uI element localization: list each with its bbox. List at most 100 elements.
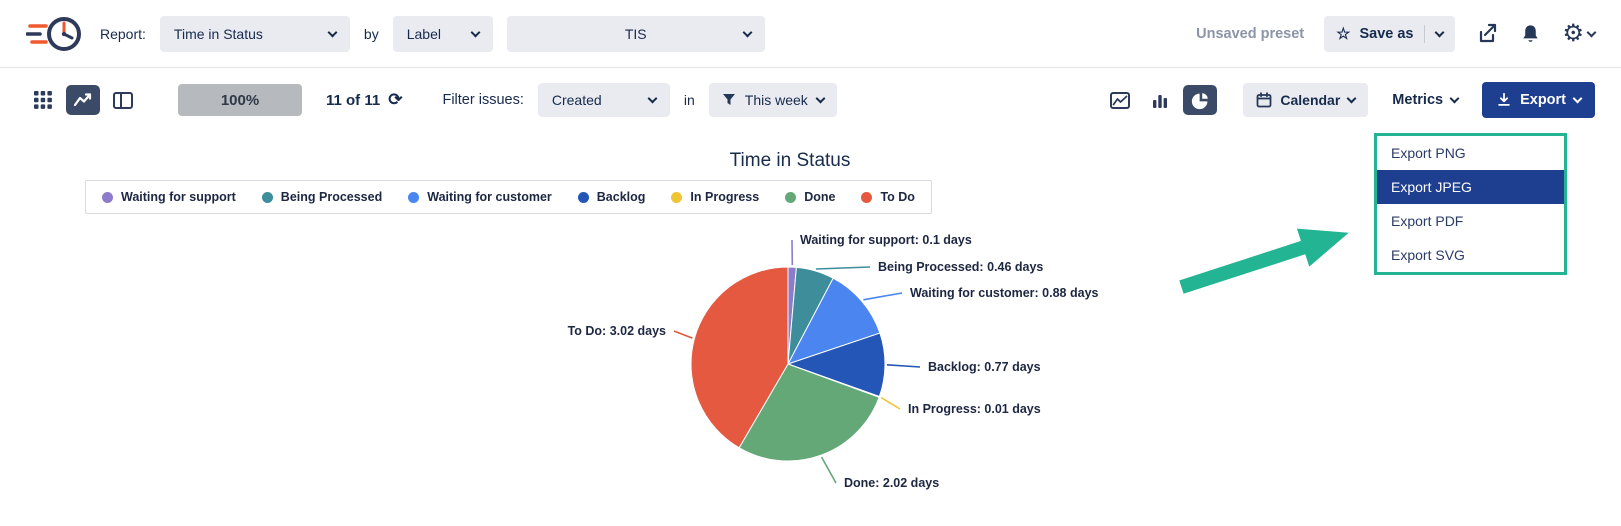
legend-item-in-progress[interactable]: In Progress	[671, 190, 759, 204]
export-label: Export	[1520, 92, 1566, 108]
settings-button[interactable]: ⚙	[1562, 19, 1597, 47]
legend-dot	[577, 191, 589, 203]
chart-title: Time in Status	[729, 150, 851, 171]
legend-item-backlog[interactable]: Backlog	[577, 190, 646, 204]
legend-dot	[785, 191, 797, 203]
pie-slice-waiting-for-customer[interactable]	[786, 277, 881, 365]
project-select-value: TIS	[624, 25, 647, 42]
legend-item-waiting-for-support[interactable]: Waiting for support	[102, 190, 236, 204]
line-chart-icon	[73, 93, 92, 107]
bell-icon	[1523, 24, 1539, 42]
annotation-arrow-icon	[1179, 228, 1349, 294]
pie-chart: Waiting for support: 0.1 days Being Proce…	[568, 233, 1099, 490]
notifications-button[interactable]	[1519, 22, 1542, 46]
pie-leader-line	[815, 266, 871, 270]
date-range-value: This week	[744, 92, 808, 108]
pie-callout-done: Done: 2.02 days	[844, 476, 939, 490]
by-label: by	[363, 25, 379, 42]
pie-chart-icon	[1191, 92, 1208, 109]
zoom-value: 100%	[220, 91, 260, 109]
legend-item-done[interactable]: Done	[785, 190, 835, 204]
pie-leader-line	[673, 330, 693, 339]
legend-item-to-do[interactable]: To Do	[861, 190, 915, 204]
export-button[interactable]: Export	[1482, 82, 1595, 118]
metrics-label: Metrics	[1392, 92, 1444, 108]
export-menu-item-export-svg[interactable]: Export SVG	[1391, 247, 1465, 263]
pie-slice-to-do[interactable]	[690, 266, 789, 449]
legend-label: Done	[804, 190, 836, 204]
legend-dot	[102, 191, 113, 203]
gear-icon: ⚙	[1562, 19, 1584, 47]
chevron-down-icon	[327, 27, 338, 37]
chevron-down-icon[interactable]	[1435, 27, 1445, 37]
in-label: in	[683, 92, 695, 108]
area-chart-icon	[1110, 91, 1131, 109]
calendar-label: Calendar	[1280, 92, 1341, 108]
report-select[interactable]: Time in Status	[159, 15, 350, 52]
date-range-select[interactable]: This week	[708, 83, 837, 117]
header: Report: Time in Status by Label TIS Unsa…	[0, 0, 1621, 68]
save-as-label: Save as	[1359, 25, 1414, 42]
pie-leader-line	[886, 364, 921, 368]
legend-dot	[671, 191, 683, 203]
chevron-down-icon	[742, 27, 753, 37]
bar-chart-type-button[interactable]	[1143, 85, 1177, 115]
chart-legend: Waiting for support Being Processed Waitin…	[85, 180, 932, 214]
share-button[interactable]	[1475, 22, 1499, 46]
report-select-value: Time in Status	[173, 25, 263, 42]
bar-chart-icon	[1153, 95, 1168, 108]
export-menu-item-export-jpeg[interactable]: Export JPEG	[1377, 170, 1564, 204]
area-chart-type-button[interactable]	[1103, 85, 1137, 115]
chevron-down-icon	[470, 27, 481, 37]
calendar-button[interactable]: Calendar	[1243, 83, 1369, 117]
pie-chart-type-button[interactable]	[1183, 85, 1218, 115]
export-menu-item-export-png[interactable]: Export PNG	[1391, 145, 1466, 161]
grid-icon	[34, 91, 52, 109]
toolbar: 100% 11 of 11 ⟳ Filter issues: Created i…	[0, 68, 1621, 132]
chevron-down-icon	[1346, 93, 1357, 104]
pie-leader-line	[880, 396, 901, 410]
pie-callout-backlog: Backlog: 0.77 days	[928, 360, 1041, 374]
legend-label: In Progress	[690, 190, 760, 204]
issue-count: 11 of 11	[326, 91, 381, 109]
app-logo-icon	[26, 16, 81, 51]
chart-view-button[interactable]	[66, 85, 100, 115]
filter-field-select[interactable]: Created	[537, 83, 670, 117]
calendar-icon	[1256, 92, 1272, 108]
chevron-down-icon	[1586, 27, 1597, 37]
legend-dot	[861, 191, 873, 203]
save-as-button[interactable]: ☆ Save as	[1324, 15, 1456, 52]
legend-label: Waiting for support	[121, 190, 236, 204]
legend-dot	[261, 191, 273, 203]
legend-item-waiting-for-customer[interactable]: Waiting for customer	[408, 190, 552, 204]
pie-callout-to-do: To Do: 3.02 days	[568, 324, 666, 338]
metrics-button[interactable]: Metrics	[1380, 83, 1470, 117]
pie-callout-in-progress: In Progress: 0.01 days	[908, 402, 1041, 416]
legend-item-being-processed[interactable]: Being Processed	[261, 190, 383, 204]
group-by-select[interactable]: Label	[392, 15, 493, 52]
group-by-select-value: Label	[406, 25, 441, 42]
zoom-control[interactable]: 100%	[178, 84, 302, 116]
export-menu-item-export-pdf[interactable]: Export PDF	[1391, 213, 1464, 229]
refresh-icon[interactable]: ⟳	[388, 90, 403, 109]
table-view-button[interactable]	[106, 85, 140, 115]
filter-field-value: Created	[551, 92, 602, 108]
button-divider	[1424, 24, 1426, 43]
filter-issues-label: Filter issues:	[442, 92, 524, 108]
legend-label: Backlog	[596, 190, 646, 204]
grid-view-button[interactable]	[26, 85, 60, 115]
share-icon	[1480, 23, 1497, 42]
chevron-down-icon	[1449, 93, 1460, 104]
report-label: Report:	[100, 25, 146, 42]
chart-region: Time in Status Waiting for support Being …	[0, 132, 1621, 526]
chevron-down-icon	[1572, 93, 1583, 104]
legend-label: Being Processed	[280, 190, 383, 204]
project-select[interactable]: TIS	[506, 15, 765, 52]
pie-callout-waiting-for-support: Waiting for support: 0.1 days	[800, 233, 972, 247]
pie-leader-line	[863, 292, 903, 301]
filter-funnel-icon	[722, 94, 735, 105]
preset-status: Unsaved preset	[1196, 25, 1305, 42]
download-icon	[1498, 92, 1510, 106]
pie-callout-waiting-for-customer: Waiting for customer: 0.88 days	[910, 286, 1099, 300]
chevron-down-icon	[647, 93, 658, 104]
